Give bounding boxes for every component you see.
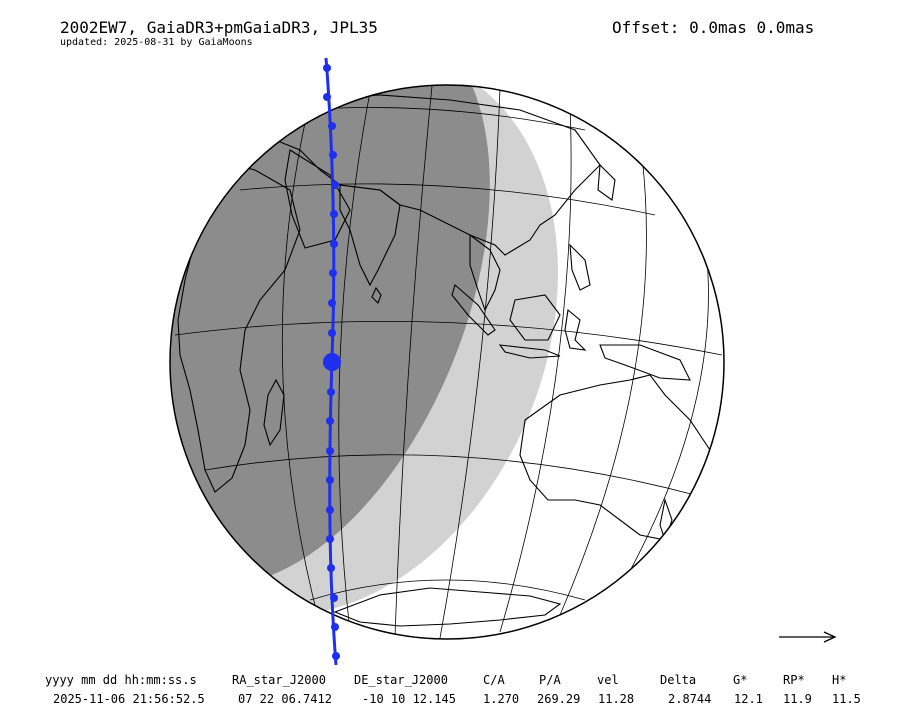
antarctica-coast	[333, 587, 562, 627]
track-time-tick	[330, 594, 338, 602]
track-time-tick	[332, 652, 340, 660]
sri-lanka-coast	[371, 286, 382, 304]
philippines-coast	[569, 243, 591, 291]
track-time-tick	[327, 564, 335, 572]
track-time-tick	[330, 240, 338, 248]
borneo-coast	[509, 294, 561, 341]
track-time-tick	[327, 388, 335, 396]
column-header-ra: RA_star_J2000	[232, 673, 326, 687]
madagascar-coast	[263, 378, 285, 447]
track-time-tick	[331, 623, 339, 631]
central-instant-marker	[323, 353, 341, 371]
track-time-tick	[329, 269, 337, 277]
right-arrow-icon	[779, 631, 837, 643]
japan-coast	[597, 163, 616, 201]
track-time-tick	[328, 122, 336, 130]
column-header-datetime: yyyy mm dd hh:mm:ss.s	[45, 673, 197, 687]
track-time-tick	[329, 151, 337, 159]
track-time-tick	[328, 299, 336, 307]
track-time-tick	[326, 506, 334, 514]
column-header-h: H*	[832, 673, 847, 687]
sulawesi-coast	[564, 308, 587, 351]
java-coast	[498, 344, 561, 359]
value-rp: 11.9	[783, 692, 812, 706]
new-guinea-coast	[599, 344, 691, 381]
column-header-pa: P/A	[539, 673, 561, 687]
value-ra: 07 22 06.7412	[238, 692, 332, 706]
globe-outline	[169, 84, 725, 640]
column-header-delta: Delta	[660, 673, 697, 687]
indochina-coast	[469, 233, 501, 312]
value-delta: 2.8744	[668, 692, 712, 706]
map-title: 2002EW7, GaiaDR3+pmGaiaDR3, JPL35	[60, 18, 378, 37]
track-time-tick	[326, 476, 334, 484]
updated-note: updated: 2025-08-31 by GaiaMoons	[60, 37, 253, 48]
value-pa: 269.29	[537, 692, 581, 706]
offset-readout: Offset: 0.0mas 0.0mas	[612, 18, 815, 37]
column-header-vel: vel	[597, 673, 619, 687]
track-time-tick	[331, 181, 339, 189]
track-time-tick	[326, 417, 334, 425]
column-header-rp: RP*	[783, 673, 805, 687]
value-h: 11.5	[832, 692, 861, 706]
value-vel: 11.28	[598, 692, 635, 706]
track-time-tick	[323, 64, 331, 72]
track-time-tick	[323, 93, 331, 101]
track-time-tick	[326, 535, 334, 543]
value-g: 12.1	[734, 692, 763, 706]
column-header-de: DE_star_J2000	[354, 673, 448, 687]
value-de: -10 10 12.145	[362, 692, 456, 706]
track-time-tick	[326, 447, 334, 455]
track-time-tick	[328, 329, 336, 337]
occultation-track	[323, 57, 341, 666]
sumatra-coast	[451, 284, 496, 336]
column-header-ca: C/A	[483, 673, 505, 687]
value-datetime: 2025-11-06 21:56:52.5	[53, 692, 205, 706]
africa-coast	[177, 159, 301, 493]
track-time-tick	[330, 210, 338, 218]
column-header-g: G*	[733, 673, 748, 687]
value-ca: 1.270	[483, 692, 520, 706]
